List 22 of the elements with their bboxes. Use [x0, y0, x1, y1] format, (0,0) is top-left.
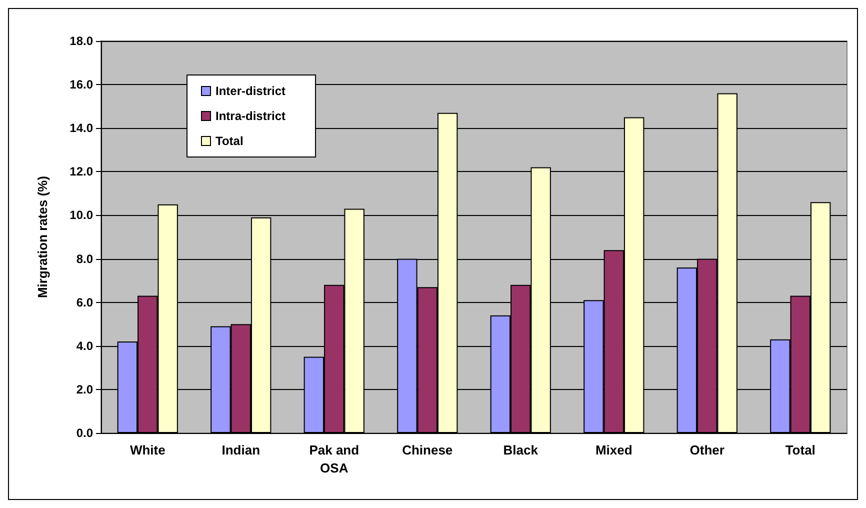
x-tick-label: Pak and OSA	[309, 442, 360, 476]
y-tick-label: 0.0	[76, 426, 94, 440]
legend-label: Intra-district	[216, 109, 286, 123]
x-tick-label: Other	[690, 442, 724, 458]
y-tick-label: 8.0	[76, 252, 94, 266]
x-tick-label: Black	[503, 442, 539, 458]
y-tick-label: 12.0	[70, 164, 94, 179]
x-tick-label: Indian	[222, 442, 260, 458]
y-tick-label: 10.0	[70, 208, 94, 222]
legend-label: Inter-district	[216, 84, 286, 98]
x-tick-label: Mixed	[595, 442, 632, 458]
y-tick-label: 6.0	[76, 295, 94, 310]
y-tick-label: 18.0	[70, 34, 94, 48]
y-tick-label: 4.0	[76, 338, 94, 353]
y-axis-title: Mirgration rates (%)	[35, 176, 50, 298]
y-tick-label: 16.0	[70, 78, 94, 92]
x-tick-label: Total	[785, 442, 816, 458]
x-tick-label: White	[130, 442, 166, 458]
y-tick-label: 2.0	[76, 382, 94, 396]
y-tick-label: 14.0	[70, 121, 94, 136]
x-tick-label: Chinese	[402, 442, 453, 458]
legend-label: Total	[216, 134, 244, 148]
